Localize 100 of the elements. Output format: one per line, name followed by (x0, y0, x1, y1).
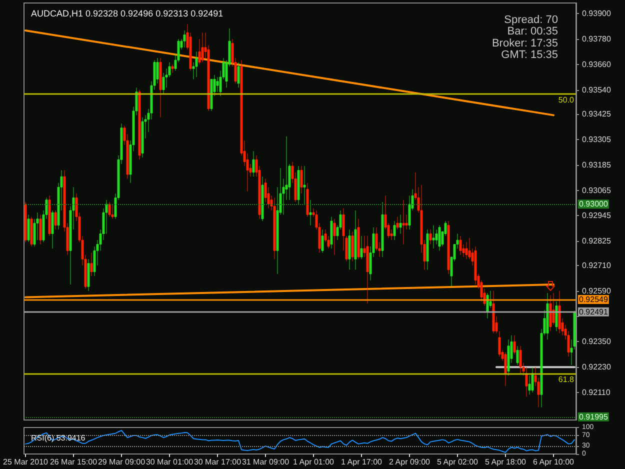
y-tick-label: 0.92590 (582, 286, 612, 296)
candlestick (30, 216, 33, 247)
x-tick-label: 2 Apr 09:00 (389, 458, 431, 466)
candlestick (357, 218, 360, 260)
candlestick (303, 166, 306, 204)
y-tick-label: 0.92710 (582, 260, 612, 270)
candlestick (273, 197, 276, 260)
candlestick (558, 290, 561, 334)
candlestick (354, 210, 357, 270)
candlestick (507, 339, 510, 376)
candlestick (162, 72, 165, 94)
candlestick (399, 214, 402, 234)
candlestick (138, 90, 141, 160)
y-tick-label: 0.92110 (582, 388, 611, 397)
y-tick-label: 0.93540 (582, 85, 612, 94)
candlestick (171, 64, 174, 74)
x-tick-label: 1 Apr 17:00 (341, 458, 383, 466)
y-tick-label: 0.93065 (582, 186, 612, 195)
candlestick (465, 242, 468, 260)
candlestick (426, 229, 429, 270)
candlestick (141, 117, 144, 158)
x-tick-label: 31 Mar 09:00 (242, 458, 290, 466)
candlestick (309, 200, 312, 226)
x-tick-label: 5 Apr 02:00 (437, 458, 479, 466)
candlestick (447, 220, 450, 274)
candlestick (300, 166, 303, 194)
candlestick (513, 335, 516, 355)
candlestick (321, 229, 324, 254)
y-tick-label: 0.93900 (582, 9, 612, 18)
candlestick (297, 166, 300, 204)
annotation: 61.8 (558, 374, 575, 384)
y-tick-label: 0.92825 (582, 236, 612, 246)
y-tick-label: 0.92945 (582, 211, 612, 220)
candlestick (51, 210, 54, 249)
candlestick (87, 258, 90, 292)
candlestick (54, 210, 57, 230)
ref-line-label: 0.92549 (579, 295, 608, 304)
candlestick (90, 252, 93, 276)
ref-line-label: 0.91995 (579, 412, 608, 422)
candlestick (330, 216, 333, 249)
x-tick-label: 29 Mar 09:00 (98, 458, 146, 466)
candlestick (402, 200, 405, 245)
candlestick (393, 220, 396, 240)
candlestick (333, 218, 336, 256)
ref-line-label: 0.93000 (579, 200, 608, 209)
candlestick (366, 236, 369, 304)
y-tick-label: 0.93305 (582, 135, 612, 144)
annotation: GMT: 15:35 (501, 49, 558, 62)
candlestick (348, 229, 351, 270)
candlestick (525, 366, 528, 397)
candlestick (111, 204, 114, 220)
candlestick (474, 246, 477, 285)
candlestick (504, 352, 507, 386)
candlestick (261, 176, 264, 222)
x-tick-label: 30 Mar 17:00 (194, 458, 242, 466)
y-tick-label: 0.92350 (582, 337, 612, 346)
candlestick (48, 195, 51, 236)
text: AUDCAD,H1 0.92328 0.92496 0.92313 0.92491 (31, 8, 224, 18)
candlestick (39, 214, 42, 245)
candlestick (360, 236, 363, 260)
candlestick (201, 32, 204, 63)
candlestick (459, 236, 462, 256)
candlestick (381, 202, 384, 258)
y-tick-label: 0.92230 (582, 362, 612, 372)
candlestick (27, 214, 30, 242)
candlestick (546, 292, 549, 340)
candlestick (237, 62, 240, 88)
y-tick-label: 0.93185 (582, 160, 612, 170)
candlestick (159, 58, 162, 118)
candlestick (252, 150, 255, 177)
line-series (25, 430, 575, 453)
candlestick (195, 51, 198, 78)
y-tick-label: 0.93425 (582, 110, 612, 119)
candlestick (549, 294, 552, 332)
x-tick-label: 1 Apr 01:00 (293, 458, 335, 466)
candlestick (519, 346, 522, 374)
candlestick (516, 346, 519, 366)
candlestick (492, 290, 495, 334)
candlestick (183, 30, 186, 48)
candlestick (351, 231, 354, 262)
candlestick (108, 202, 111, 218)
annotation: Bar: 00:35 (507, 26, 558, 38)
x-tick-label: 5 Apr 18:00 (485, 458, 527, 466)
candlestick (438, 225, 441, 251)
annotation: Broker: 17:35 (492, 37, 558, 50)
annotation: 50.0 (558, 96, 575, 105)
y-tick-label: 0.93780 (582, 34, 612, 44)
x-tick-label: 26 Mar 15:00 (50, 458, 98, 466)
candlestick (555, 301, 558, 332)
x-tick-label: 25 Mar 2010 (3, 458, 49, 466)
annotation: Spread: 70 (504, 14, 558, 26)
candlestick (396, 216, 399, 230)
x-tick-label: 30 Mar 01:00 (146, 458, 194, 466)
ref-line-label: 0.92491 (579, 307, 608, 316)
candlestick (306, 182, 309, 218)
x-tick-label: 6 Apr 10:00 (533, 458, 575, 466)
candlestick (210, 78, 213, 112)
candlestick (429, 229, 432, 245)
candlestick (531, 366, 534, 393)
candlestick (24, 202, 27, 242)
